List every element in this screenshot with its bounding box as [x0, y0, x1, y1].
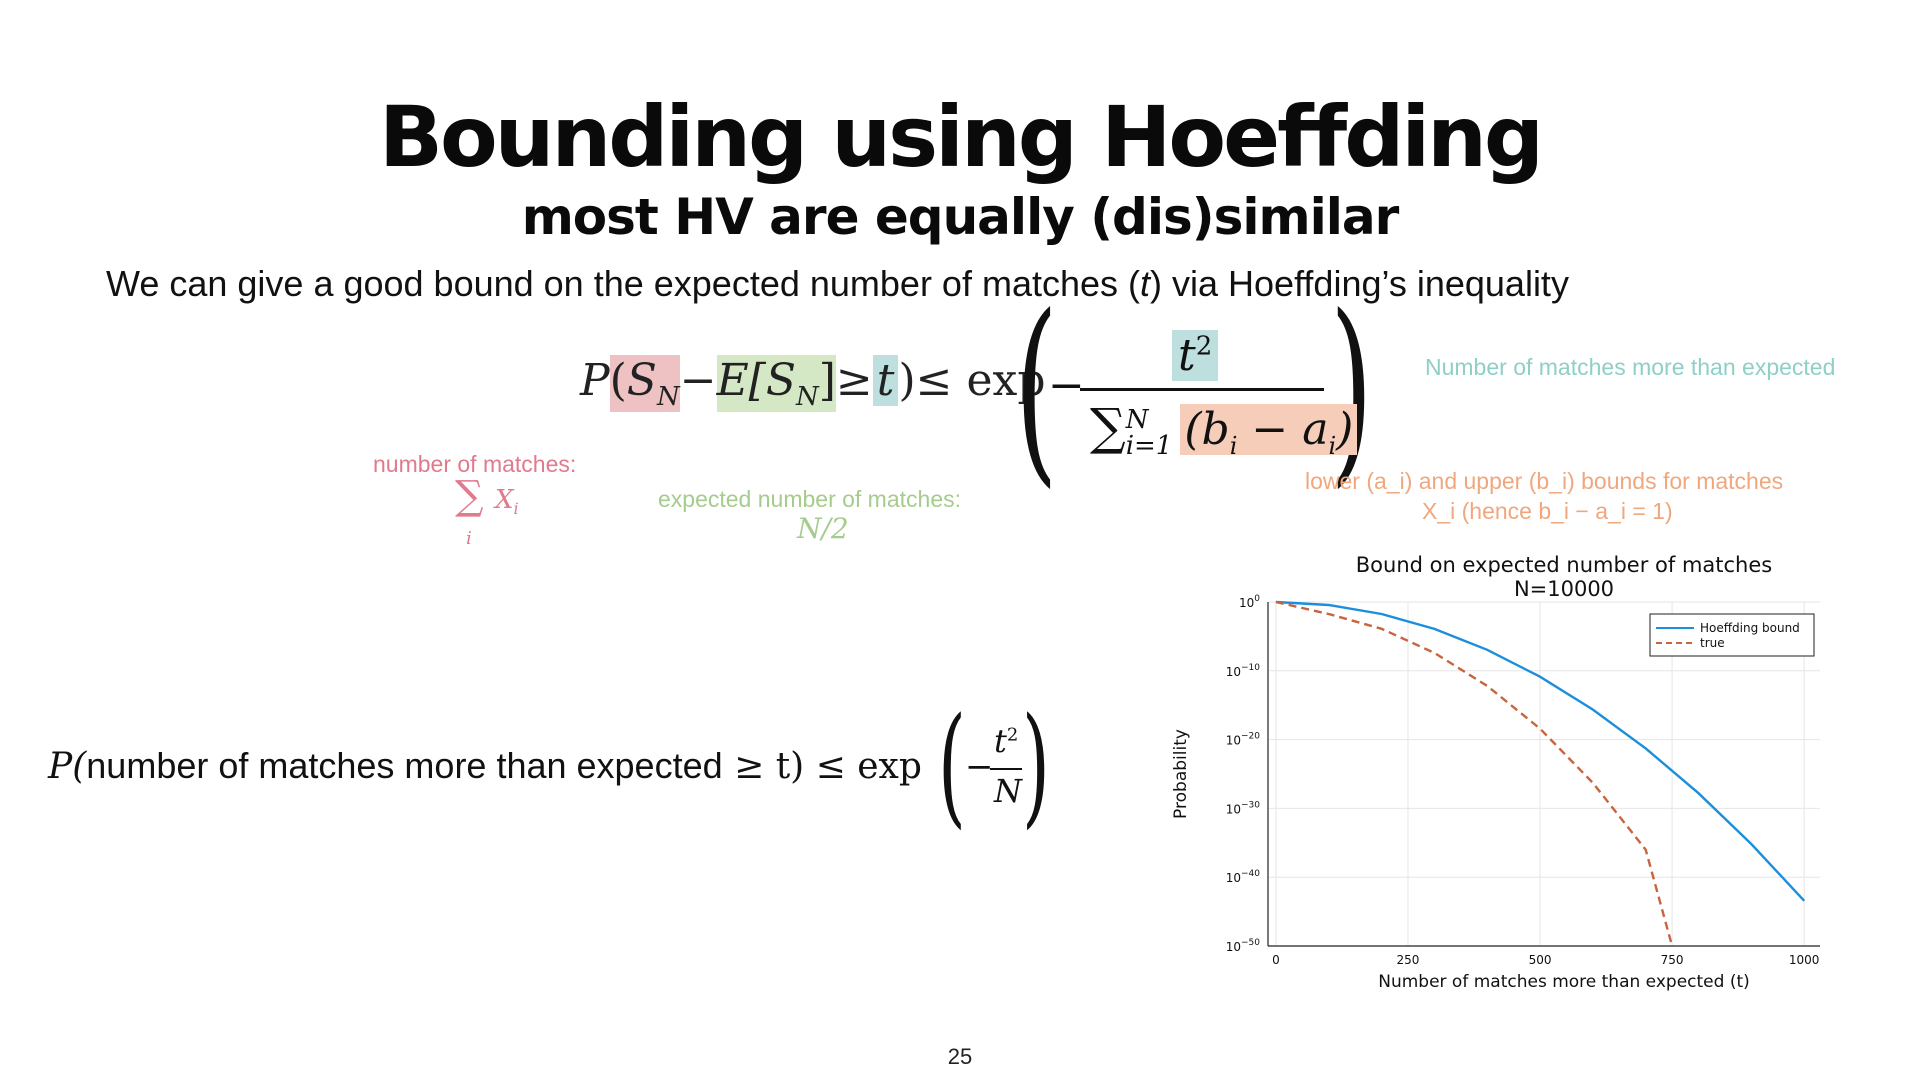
bi-subscript: i	[1229, 431, 1238, 460]
big-left-paren: (	[1015, 273, 1058, 506]
den-close: )	[1336, 404, 1354, 455]
annotation-x-subscript: i	[513, 499, 519, 519]
simplified-leq-exp: ≤ exp	[804, 746, 922, 787]
den-body: (b	[1184, 404, 1230, 455]
chart-title: Bound on expected number of matches	[1356, 553, 1772, 577]
leq-exp: ≤ exp	[915, 355, 1046, 406]
simplified-minus: −	[965, 747, 994, 787]
simplified-num-t: t	[994, 722, 1007, 760]
x-axis-label: Number of matches more than expected (t)	[1378, 972, 1750, 992]
minus-symbol: −	[679, 355, 717, 406]
legend-label: true	[1700, 636, 1725, 650]
sum-upper-limit: N	[1125, 404, 1149, 435]
numerator-t: t	[1178, 330, 1196, 381]
slide-subtitle: most HV are equally (dis)similar	[521, 188, 1400, 246]
simplified-left-paren: (	[938, 689, 966, 841]
legend-box	[1649, 613, 1815, 657]
slide-title: Bounding using Hoeffding	[378, 88, 1544, 186]
y-axis-label: Probability	[1171, 729, 1191, 819]
t-highlight: t	[872, 355, 899, 406]
sum-symbol: ∑	[1090, 398, 1126, 456]
simplified-text: number of matches more than expected	[86, 745, 723, 786]
simplified-numerator: t2	[994, 722, 1018, 760]
series-line-true	[1275, 600, 1674, 947]
page-number: 25	[947, 1044, 973, 1069]
annotation-bounds-line1: lower (a_i) and upper (b_i) bounds for m…	[1305, 468, 1784, 494]
chart-subtitle: N=10000	[1514, 577, 1614, 601]
simplified-right-paren: )	[1022, 689, 1050, 841]
intro-before: We can give a good bound on the expected…	[106, 263, 1140, 304]
simplified-geq-t: ≥ t)	[722, 746, 805, 787]
simplified-denominator: N	[994, 772, 1022, 810]
annotation-x: X	[495, 485, 514, 515]
sn-symbol: S	[626, 355, 657, 406]
x-tick-label: 750	[1661, 953, 1684, 967]
x-tick-label: 500	[1529, 953, 1552, 967]
sum-lower-limit: i=1	[1125, 430, 1173, 461]
annotation-xi: Xi	[495, 485, 519, 518]
bound-chart: Bound on expected number of matches N=100…	[1160, 548, 1840, 998]
big-right-paren: )	[1330, 273, 1373, 506]
den-mid: − a	[1237, 404, 1329, 455]
rparen: )	[898, 355, 916, 406]
series-line-hoeffding	[1275, 600, 1806, 902]
annotation-n-over-2: N/2	[797, 512, 849, 545]
y-tick-label: 10−50	[1226, 938, 1261, 954]
y-tick-label: 10−20	[1226, 732, 1261, 748]
numerator-exponent: 2	[1195, 331, 1213, 362]
x-tick-label: 0	[1272, 953, 1280, 967]
simplified-formula: P(number of matches more than expected ≥…	[48, 745, 922, 787]
annotation-expected-matches: expected number of matches:	[658, 486, 961, 512]
prob-symbol: P	[580, 355, 610, 406]
simplified-num-exp: 2	[1006, 724, 1019, 746]
geq-symbol: ≥	[835, 355, 873, 406]
bounds-highlight: (bi − ai)	[1180, 404, 1358, 460]
esn-symbol: E[S	[716, 355, 796, 406]
annotation-extra-matches: Number of matches more than expected	[1425, 354, 1836, 380]
simplified-fraction-bar	[990, 768, 1022, 770]
annotation-sum-index: i	[466, 528, 472, 549]
sum-sn-highlight: (SN	[609, 355, 680, 412]
hoeffding-formula-lhs: P(SN − E[SN] ≥ t) ≤ exp	[580, 355, 1046, 412]
y-tick-label: 10−30	[1226, 800, 1261, 816]
simplified-p: P(	[48, 746, 87, 787]
fraction-bar	[1080, 388, 1324, 391]
bound-chart-svg: Bound on expected number of matchesN=100…	[1171, 553, 1820, 992]
annotation-sum-symbol: ∑	[455, 473, 484, 519]
fraction-minus: −	[1048, 360, 1085, 411]
expected-sn-highlight: E[SN]	[716, 355, 836, 412]
annotation-number-of-matches: number of matches:	[373, 451, 577, 477]
ai-subscript: i	[1328, 431, 1337, 460]
intro-after: ) via Hoeffding’s inequality	[1150, 263, 1569, 304]
esn-subscript: N	[796, 381, 819, 412]
esn-close: ]	[818, 355, 836, 406]
legend-label: Hoeffding bound	[1700, 621, 1800, 635]
sn-subscript: N	[656, 381, 680, 412]
y-tick-label: 10−10	[1226, 663, 1261, 679]
intro-variable: t	[1140, 263, 1151, 304]
x-tick-label: 250	[1397, 953, 1420, 967]
y-tick-label: 10−40	[1226, 869, 1261, 885]
fraction-numerator: t2	[1172, 330, 1219, 381]
lparen: (	[609, 355, 627, 406]
y-tick-label: 100	[1239, 594, 1260, 610]
x-tick-label: 1000	[1789, 953, 1820, 967]
intro-text: We can give a good bound on the expected…	[106, 263, 1569, 305]
annotation-bounds-line2: X_i (hence b_i − a_i = 1)	[1422, 498, 1673, 524]
